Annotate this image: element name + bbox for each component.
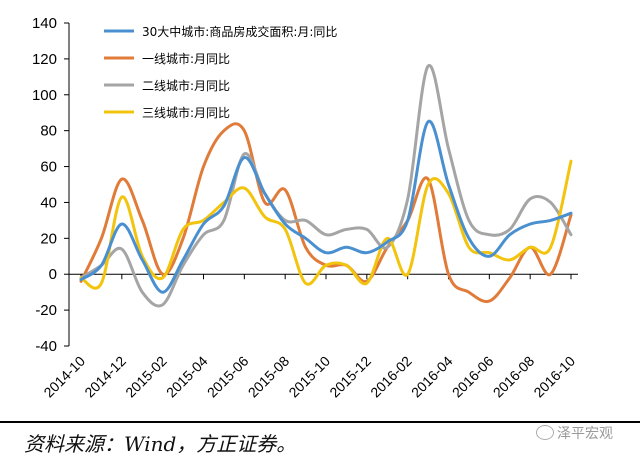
x-tick-label: 2015-06	[204, 353, 252, 401]
x-tick-label: 2016-06	[449, 353, 497, 401]
series-layer	[79, 64, 573, 308]
legend-label: 二线城市:月同比	[142, 78, 230, 93]
x-tick-label: 2016-02	[367, 353, 415, 401]
y-tick-label: 40	[40, 194, 57, 211]
y-tick-label: 0	[49, 266, 57, 283]
x-tick-label: 2015-08	[245, 353, 293, 401]
legend-label: 三线城市:月同比	[142, 105, 230, 120]
y-tick-label: 60	[40, 159, 57, 176]
x-tick-label: 2015-12	[326, 353, 374, 401]
legend-label: 一线城市:月同比	[142, 51, 230, 66]
x-tick-label: 2016-08	[490, 353, 538, 401]
y-tick-label: 140	[32, 15, 57, 32]
bottom-rule	[0, 421, 640, 423]
x-tick-label: 2014-10	[40, 353, 88, 401]
x-tick-label: 2015-04	[163, 353, 211, 401]
source-note: 资料来源：Wind，方正证券。	[24, 432, 297, 456]
y-tick-label: -20	[35, 302, 57, 319]
x-tick-label: 2016-10	[530, 353, 578, 401]
legend: 30大中城市:商品房成交面积:月:同比一线城市:月同比二线城市:月同比三线城市:…	[104, 24, 337, 120]
y-axis: 140 120 100 80 60 40 20 0 -20 -40	[32, 15, 70, 355]
series-line-0	[79, 120, 573, 294]
series-line-2	[79, 64, 573, 308]
y-tick-label: 80	[40, 123, 57, 140]
x-tick-label: 2015-10	[285, 353, 333, 401]
watermark: 泽平宏观	[536, 423, 613, 443]
x-tick-label: 2015-02	[122, 353, 170, 401]
y-tick-label: -40	[35, 338, 57, 355]
wechat-icon	[536, 425, 554, 440]
y-tick-label: 20	[40, 230, 57, 247]
x-tick-label: 2016-04	[408, 353, 456, 401]
legend-label: 30大中城市:商品房成交面积:月:同比	[142, 24, 337, 39]
series-line-3	[79, 159, 573, 290]
x-tick-label: 2014-12	[81, 353, 129, 401]
y-tick-label: 120	[32, 51, 57, 68]
watermark-text: 泽平宏观	[557, 426, 613, 442]
y-tick-label: 100	[32, 87, 57, 104]
